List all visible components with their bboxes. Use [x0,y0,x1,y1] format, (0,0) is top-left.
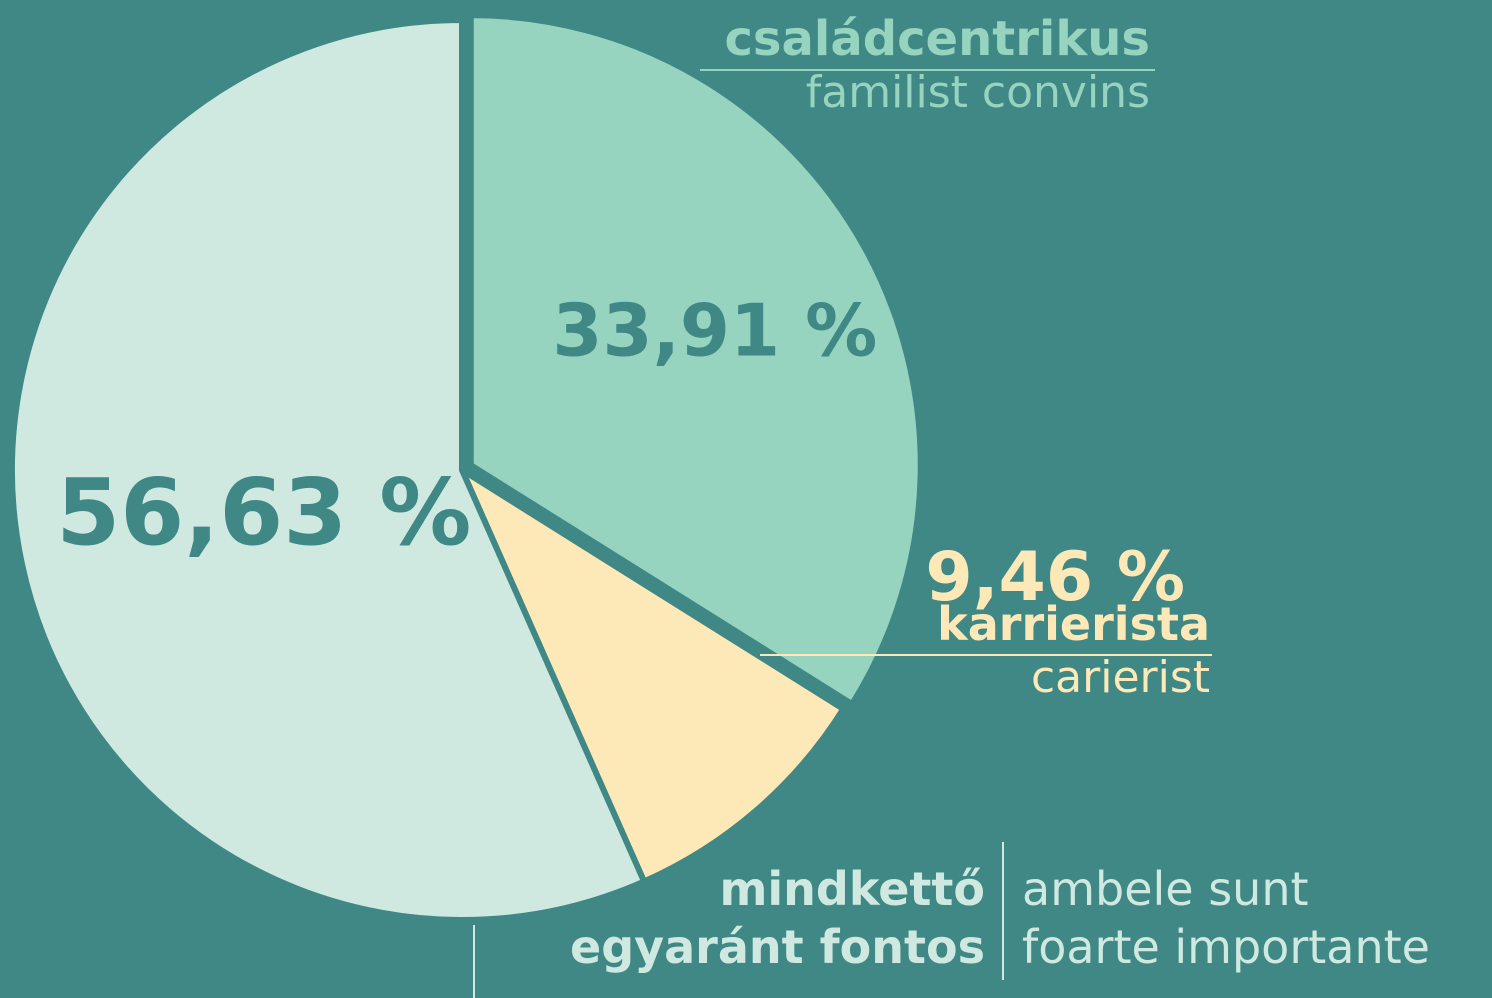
pie-slice [9,16,649,923]
translation-label: foarte importante [1022,920,1430,974]
translation-label: ambele sunt [1022,862,1309,916]
pie-slice [455,462,848,886]
category-label: karrierista [937,597,1210,651]
value-label: 9,46 % [925,538,1185,617]
value-label: 33,91 % [552,288,877,372]
translation-label: carierist [1031,652,1210,703]
pie-slice [467,12,924,709]
category-label: mindkettő [719,862,985,916]
category-label: egyaránt fontos [570,920,985,974]
translation-label: familist convins [806,67,1150,118]
value-label: 56,63 % [56,459,471,566]
category-label: családcentrikus [724,11,1150,67]
